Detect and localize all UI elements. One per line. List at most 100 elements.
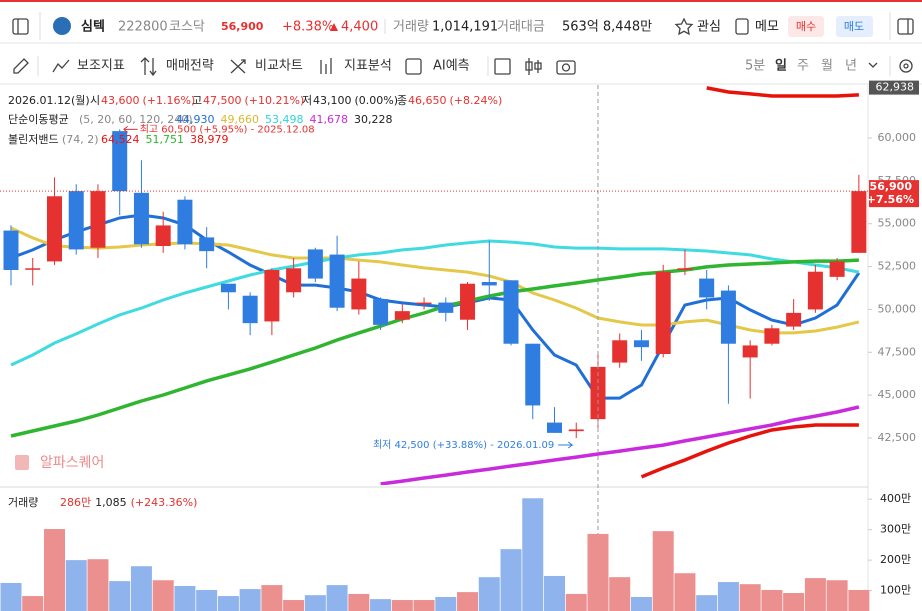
logo: [53, 17, 71, 35]
legend-value: 41,678: [310, 113, 349, 126]
candle-icon[interactable]: [525, 58, 542, 75]
candle-body: [568, 429, 584, 432]
tool[interactable]: 보조지표: [77, 59, 125, 74]
y-tick-label: 52,500: [878, 260, 917, 273]
change-rate: +8.38%: [282, 20, 334, 35]
candle-body: [242, 295, 258, 324]
y-tick-label: 100만: [880, 584, 911, 597]
candle-body: [68, 191, 84, 250]
y-tick-label: 400만: [880, 492, 911, 505]
candle-body: [677, 268, 693, 270]
volume-bar: [152, 580, 174, 611]
tool[interactable]: 비교차트: [255, 59, 303, 74]
volume-info: 286만: [60, 496, 91, 509]
volume-label: 거래량: [8, 496, 38, 509]
sell-button[interactable]: 매도: [844, 20, 864, 33]
annotation: 최저 42,500 (+33.88%) - 2026.01.09: [373, 439, 554, 451]
panel-icon[interactable]: [12, 18, 29, 35]
indicator-line: [10, 226, 860, 335]
volume-bar: [0, 582, 22, 611]
volume-bar: [370, 599, 392, 611]
candle-body: [525, 343, 541, 406]
indicator-line: [706, 86, 859, 98]
legend-value: 44,930: [176, 113, 215, 126]
indicator-line: [380, 405, 860, 485]
settings-core: [903, 63, 909, 69]
star-icon[interactable]: [674, 17, 694, 36]
volume-bar: [283, 600, 305, 611]
analysis-icon[interactable]: [320, 58, 332, 74]
volume-bar: [783, 593, 805, 611]
indicator-icon[interactable]: [52, 59, 70, 73]
volume-info: (+243.36%): [131, 496, 198, 509]
info-value: 46,650: [408, 94, 447, 107]
period[interactable]: 5분: [745, 59, 765, 74]
compare-icon[interactable]: [230, 59, 246, 74]
legend-value: 64,524: [101, 133, 140, 146]
band-top-box: [869, 80, 919, 95]
volume-bar: [565, 593, 587, 611]
y-tick-label: 50,000: [878, 302, 917, 315]
info-label: 고: [192, 94, 202, 107]
watch-button[interactable]: 관심: [697, 20, 721, 35]
candle-body: [307, 249, 323, 279]
bb-label: 볼린저밴드: [8, 133, 59, 146]
volume-bar: [65, 560, 87, 611]
candle-body: [46, 196, 62, 262]
ai-icon[interactable]: [405, 58, 422, 75]
annotation: 최고 60,500 (+5.95%) - 2025.12.08: [140, 123, 315, 135]
candle-body: [503, 280, 519, 344]
candle-body: [720, 290, 736, 344]
sell-button-bg[interactable]: [836, 16, 873, 37]
tool[interactable]: 매매전략: [166, 59, 214, 74]
volume-bar: [652, 531, 674, 611]
memo-button[interactable]: 메모: [755, 20, 779, 35]
plot: 42,50045,00047,50050,00052,50055,00057,5…: [0, 80, 919, 611]
memo-icon[interactable]: [735, 18, 749, 35]
info-label: 종: [397, 94, 407, 107]
chevron[interactable]: [868, 62, 878, 68]
amount-label: 거래대금: [497, 20, 545, 35]
period-selected[interactable]: 일: [775, 59, 787, 74]
info-rate: (+8.24%): [450, 94, 503, 107]
buy-button[interactable]: 매수: [796, 20, 816, 33]
y-tick-label: 47,500: [878, 345, 917, 358]
y-tick-label: 60,000: [878, 131, 917, 144]
volume: 1,014,191: [432, 20, 498, 35]
volume-bar: [804, 578, 826, 611]
bb-params: (74, 2): [62, 133, 99, 146]
period[interactable]: 월: [821, 59, 833, 74]
volume-bar: [435, 596, 457, 611]
volume-bar: [457, 592, 479, 611]
buy-button-bg[interactable]: [788, 16, 824, 37]
period[interactable]: 주: [797, 59, 809, 74]
tool[interactable]: 지표분석: [344, 59, 392, 74]
tool[interactable]: AI예측: [433, 59, 470, 74]
candle-body: [481, 281, 497, 286]
candle-body: [90, 191, 106, 248]
side-icon[interactable]: [897, 18, 914, 35]
settings-icon[interactable]: [899, 59, 913, 73]
candle-body: [612, 340, 628, 363]
square-icon[interactable]: [494, 58, 511, 75]
indicator-line: [640, 423, 859, 479]
volume-bar: [522, 498, 544, 611]
period[interactable]: 년: [845, 59, 857, 74]
candle-body: [655, 271, 671, 355]
volume-bar: [826, 580, 848, 611]
candle-body: [633, 340, 649, 348]
stock-name: 심텍: [81, 19, 105, 35]
price: 56,900: [221, 20, 264, 33]
candle-body: [199, 237, 215, 252]
volume-bar: [109, 581, 131, 611]
volume-bar: [848, 589, 870, 611]
volume-bar: [348, 593, 370, 611]
volume-bar: [696, 595, 718, 611]
change: 4,400: [341, 20, 378, 35]
strategy-icon[interactable]: [140, 57, 157, 77]
camera-icon[interactable]: [556, 60, 576, 75]
volume-bar: [413, 600, 435, 611]
candle-body: [764, 328, 780, 344]
volume-bar: [478, 577, 500, 611]
draw-icon[interactable]: [13, 58, 29, 74]
